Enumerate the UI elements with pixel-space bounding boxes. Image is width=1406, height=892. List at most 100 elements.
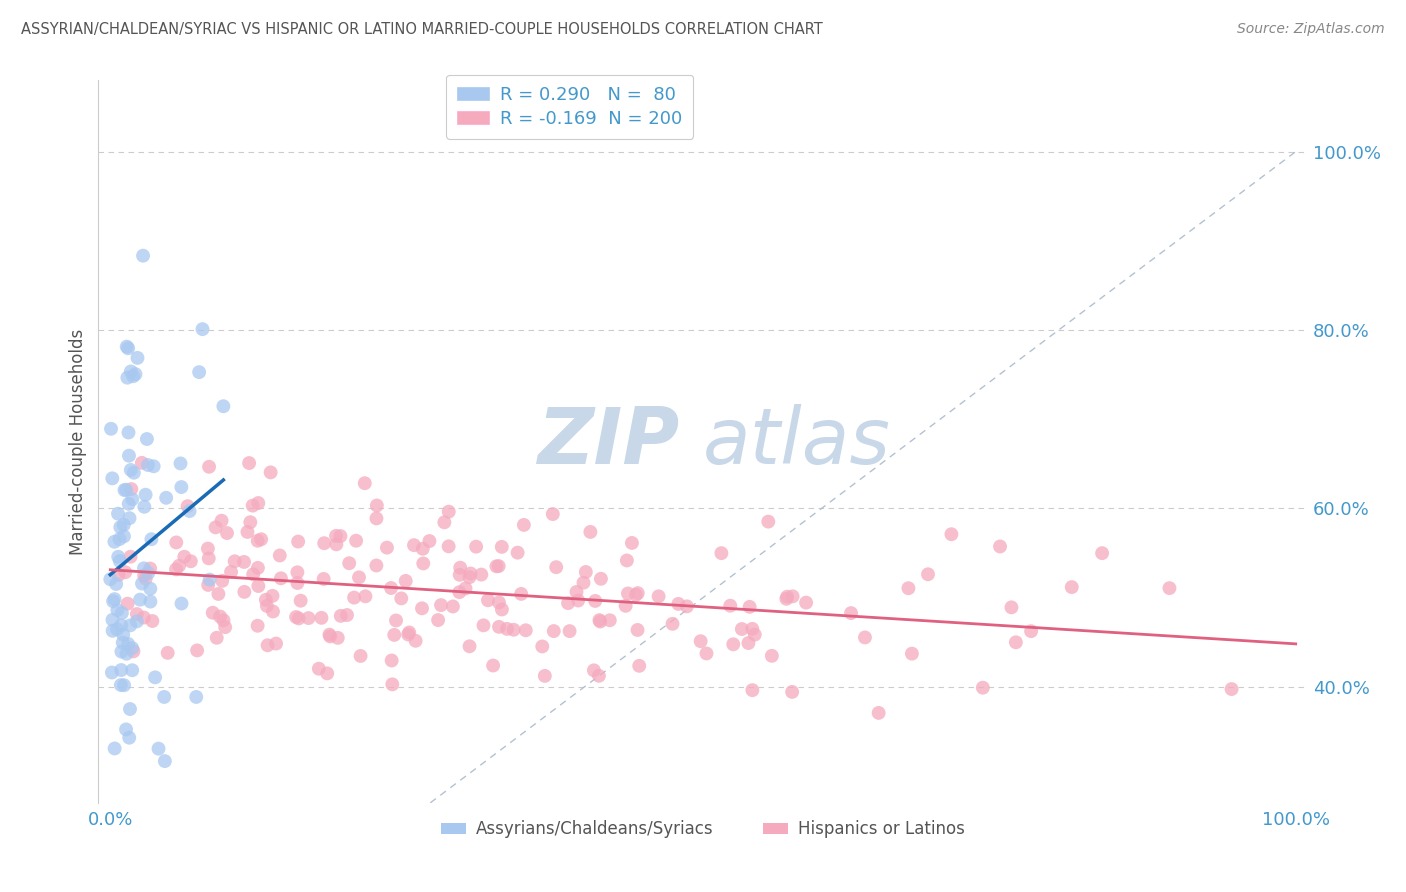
Point bbox=[122, 644, 145, 658]
Point bbox=[270, 571, 292, 585]
Point bbox=[627, 586, 650, 600]
Point bbox=[839, 606, 862, 620]
Point bbox=[353, 476, 375, 491]
Point bbox=[117, 425, 139, 440]
Point bbox=[117, 341, 139, 355]
Point bbox=[329, 529, 352, 543]
Point bbox=[129, 592, 152, 607]
Legend: Assyrians/Chaldeans/Syriacs, Hispanics or Latinos: Assyrians/Chaldeans/Syriacs, Hispanics o… bbox=[434, 814, 972, 845]
Point bbox=[1091, 546, 1114, 560]
Point bbox=[449, 567, 471, 582]
Point bbox=[110, 644, 132, 658]
Point bbox=[135, 572, 157, 586]
Point bbox=[868, 706, 890, 720]
Point bbox=[775, 591, 797, 606]
Point bbox=[239, 515, 262, 529]
Point bbox=[118, 449, 141, 463]
Point bbox=[418, 534, 440, 549]
Point bbox=[917, 567, 939, 582]
Point bbox=[437, 539, 460, 553]
Point bbox=[139, 594, 162, 608]
Point bbox=[115, 723, 138, 737]
Point bbox=[132, 249, 155, 263]
Point bbox=[139, 561, 162, 575]
Point bbox=[572, 575, 595, 590]
Point bbox=[101, 665, 124, 680]
Point bbox=[114, 566, 136, 580]
Point bbox=[155, 491, 177, 505]
Point bbox=[515, 624, 537, 638]
Point bbox=[287, 534, 309, 549]
Point bbox=[169, 457, 191, 471]
Point bbox=[107, 507, 129, 521]
Point bbox=[488, 620, 510, 634]
Point bbox=[219, 565, 242, 579]
Point bbox=[588, 669, 610, 683]
Point bbox=[122, 466, 145, 480]
Point bbox=[110, 678, 132, 692]
Point bbox=[135, 432, 157, 446]
Point bbox=[209, 609, 232, 624]
Point bbox=[780, 685, 803, 699]
Point bbox=[114, 483, 136, 497]
Point bbox=[136, 458, 159, 472]
Point bbox=[433, 516, 456, 530]
Point bbox=[287, 611, 309, 625]
Point bbox=[897, 581, 920, 595]
Point bbox=[118, 497, 141, 511]
Point bbox=[120, 463, 142, 477]
Point bbox=[101, 471, 124, 485]
Point bbox=[395, 574, 418, 588]
Point bbox=[366, 558, 388, 573]
Point bbox=[242, 567, 264, 582]
Point bbox=[343, 591, 366, 605]
Point bbox=[138, 566, 160, 580]
Point bbox=[186, 690, 208, 704]
Point bbox=[122, 369, 145, 384]
Point bbox=[205, 631, 228, 645]
Point bbox=[349, 648, 371, 663]
Point bbox=[115, 647, 138, 661]
Point bbox=[541, 507, 564, 521]
Point bbox=[661, 616, 683, 631]
Point bbox=[502, 623, 524, 637]
Point bbox=[287, 576, 309, 591]
Point bbox=[427, 613, 450, 627]
Point bbox=[297, 611, 319, 625]
Point bbox=[741, 683, 763, 698]
Point bbox=[120, 549, 142, 564]
Point bbox=[582, 664, 605, 678]
Point bbox=[477, 593, 499, 607]
Point bbox=[543, 624, 565, 638]
Text: Source: ZipAtlas.com: Source: ZipAtlas.com bbox=[1237, 22, 1385, 37]
Point bbox=[98, 572, 121, 586]
Point bbox=[449, 585, 471, 599]
Text: ZIP: ZIP bbox=[537, 403, 679, 480]
Point bbox=[246, 533, 269, 548]
Point bbox=[465, 540, 488, 554]
Point bbox=[197, 541, 219, 556]
Point bbox=[396, 627, 419, 641]
Point bbox=[120, 364, 142, 378]
Point bbox=[246, 561, 269, 575]
Point bbox=[256, 638, 278, 652]
Point bbox=[430, 598, 453, 612]
Point bbox=[115, 340, 138, 354]
Point bbox=[458, 640, 481, 654]
Point bbox=[589, 615, 612, 629]
Point bbox=[197, 551, 219, 566]
Point bbox=[127, 351, 149, 365]
Point bbox=[165, 535, 187, 549]
Point bbox=[269, 549, 291, 563]
Point bbox=[212, 399, 235, 413]
Point bbox=[250, 533, 273, 547]
Point bbox=[470, 567, 492, 582]
Point bbox=[329, 608, 352, 623]
Point bbox=[212, 613, 235, 627]
Point bbox=[186, 643, 208, 657]
Point bbox=[100, 422, 122, 436]
Point bbox=[204, 520, 226, 534]
Point bbox=[176, 499, 198, 513]
Point bbox=[616, 553, 638, 567]
Point bbox=[531, 640, 554, 654]
